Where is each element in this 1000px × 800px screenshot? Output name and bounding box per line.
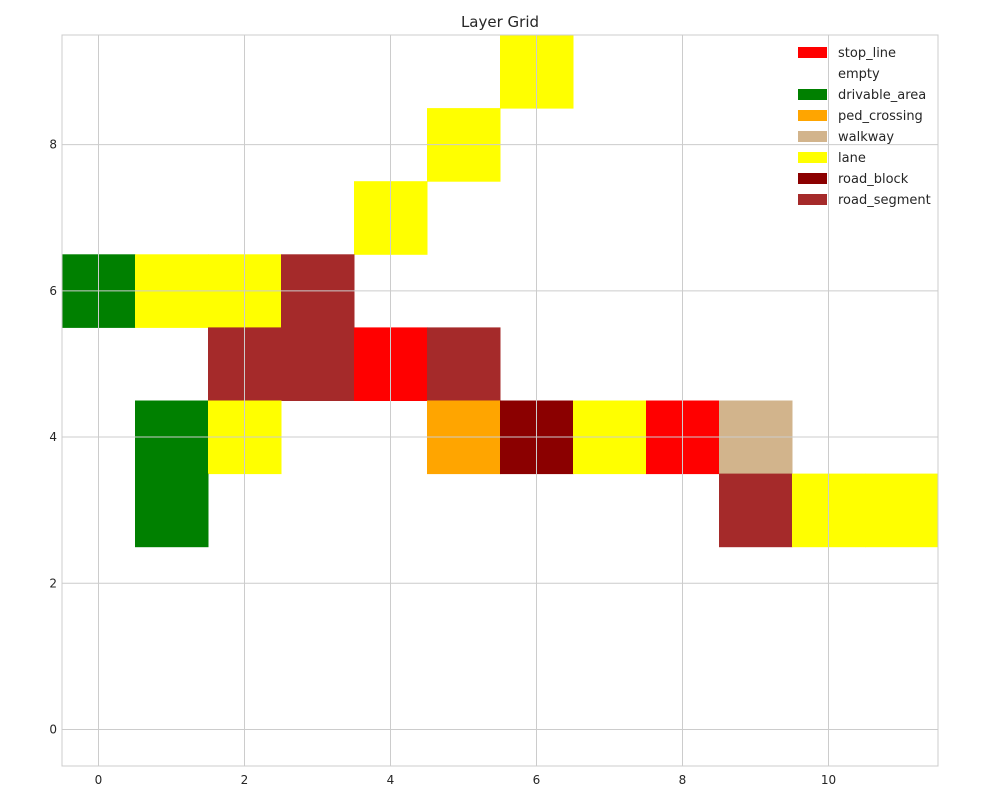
legend-swatch xyxy=(798,89,827,100)
plot-frame xyxy=(61,34,939,767)
x-axis-ticks: 0 2 4 6 8 10 xyxy=(95,773,836,787)
legend-label: walkway xyxy=(838,130,894,145)
legend-label: stop_line xyxy=(838,46,896,61)
x-tick-label: 0 xyxy=(95,773,103,787)
cell-road_segment xyxy=(719,473,793,548)
y-tick-label: 4 xyxy=(49,430,57,444)
x-tick-label: 4 xyxy=(387,773,395,787)
y-axis-ticks: 0 2 4 6 8 xyxy=(49,138,57,737)
legend-label: drivable_area xyxy=(838,88,926,103)
y-tick-label: 8 xyxy=(49,138,57,152)
x-tick-label: 2 xyxy=(241,773,249,787)
legend-entry-ped_crossing: ped_crossing xyxy=(798,109,923,124)
legend-entry-empty: empty xyxy=(798,67,880,82)
legend-entry-lane: lane xyxy=(798,151,866,166)
legend-swatch xyxy=(798,131,827,142)
legend-entry-road_block: road_block xyxy=(798,172,909,187)
legend-label: lane xyxy=(838,151,866,166)
legend-swatch xyxy=(798,152,827,163)
legend-entry-stop_line: stop_line xyxy=(798,46,896,61)
grid-lines xyxy=(62,35,938,766)
legend-entry-road_segment: road_segment xyxy=(798,193,931,208)
legend-swatch xyxy=(798,68,827,79)
cell-road_segment xyxy=(427,327,501,401)
legend-entry-walkway: walkway xyxy=(798,130,894,145)
x-tick-label: 8 xyxy=(679,773,687,787)
legend-entry-drivable_area: drivable_area xyxy=(798,88,926,103)
y-tick-label: 2 xyxy=(49,576,57,590)
x-tick-label: 10 xyxy=(821,773,836,787)
cell-drivable_area xyxy=(135,473,209,548)
legend-label: road_segment xyxy=(838,193,931,208)
x-tick-label: 6 xyxy=(533,773,541,787)
legend-swatch xyxy=(798,194,827,205)
cell-lane xyxy=(865,473,939,548)
legend-swatch xyxy=(798,110,827,121)
legend-label: empty xyxy=(838,67,880,82)
y-tick-label: 6 xyxy=(49,284,57,298)
legend-swatch xyxy=(798,173,827,184)
y-tick-label: 0 xyxy=(49,722,57,736)
legend-label: road_block xyxy=(838,172,909,187)
chart-title: Layer Grid xyxy=(461,13,539,31)
legend-swatch xyxy=(798,47,827,58)
legend-label: ped_crossing xyxy=(838,109,923,124)
cell-road_segment xyxy=(281,327,355,401)
